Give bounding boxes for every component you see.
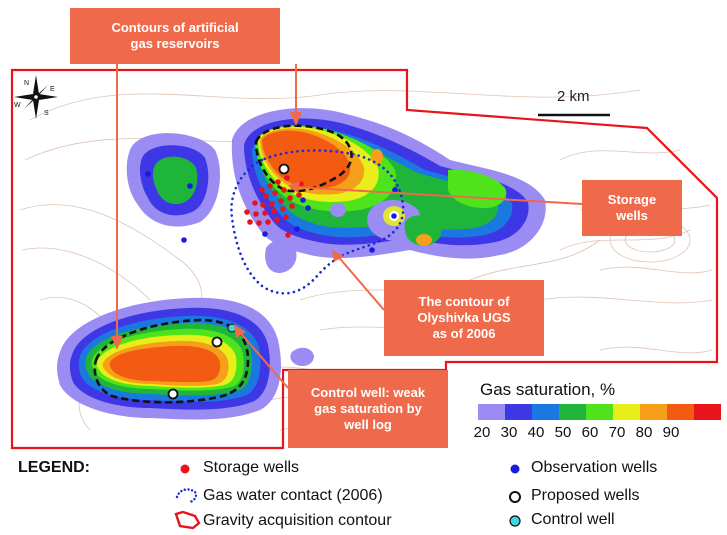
compass-w: W — [14, 102, 21, 109]
saturation-tick-label: 30 — [500, 424, 518, 441]
saturation-swatch — [667, 404, 694, 420]
saturation-tick-label: 60 — [581, 424, 599, 441]
legend-title: LEGEND: — [18, 459, 90, 476]
legend-gravity-contour-label: Gravity acquisition contour — [203, 512, 392, 529]
callout-storage-wells: Storage wells — [582, 180, 682, 236]
legend-observation-well-icon — [510, 464, 520, 474]
legend-item-gravity-contour: Gravity acquisition contour — [203, 512, 392, 530]
saturation-tick-label: 50 — [554, 424, 572, 441]
saturation-tick-label: 70 — [608, 424, 626, 441]
gas-water-contact-line — [230, 149, 405, 295]
scale-bar-label: 2 km — [557, 88, 590, 105]
saturation-swatch — [505, 404, 532, 420]
legend-gas-water-contact-icon — [175, 488, 198, 504]
saturation-swatch — [586, 404, 613, 420]
compass-rose-icon: N E S W — [14, 75, 58, 119]
storage-wells-cluster — [244, 175, 304, 238]
saturation-tick-label: 20 — [473, 424, 491, 441]
gas-saturation-title: Gas saturation, % — [480, 380, 616, 399]
reservoir-dashed-contours — [93, 124, 353, 404]
legend-proposed-wells-label: Proposed wells — [531, 487, 640, 504]
legend-item-control-well: Control well — [531, 511, 615, 529]
legend-control-well-icon — [509, 515, 521, 527]
legend-control-well-label: Control well — [531, 511, 615, 528]
legend-item-storage-wells: Storage wells — [203, 459, 299, 477]
callout-storage-wells-text: Storage wells — [607, 192, 657, 223]
compass-n: N — [24, 80, 29, 87]
callout-artificial-reservoirs: Contours of artificial gas reservoirs — [70, 8, 280, 64]
legend-item-gas-water-contact: Gas water contact (2006) — [203, 487, 383, 505]
legend-storage-wells-label: Storage wells — [203, 459, 300, 476]
saturation-swatch — [532, 404, 559, 420]
saturation-swatch — [478, 404, 505, 420]
gravity-acquisition-boundary — [10, 68, 719, 450]
legend-item-observation-wells: Observation wells — [531, 459, 657, 477]
proposed-wells — [167, 163, 290, 400]
saturation-tick-label: 40 — [527, 424, 545, 441]
observation-wells — [145, 171, 398, 253]
saturation-swatch — [613, 404, 640, 420]
legend-storage-well-icon — [180, 464, 190, 474]
saturation-swatch — [694, 404, 721, 420]
callout-control-well: Control well: weak gas saturation by wel… — [288, 370, 448, 448]
saturation-swatch — [640, 404, 667, 420]
callout-leader-lines — [116, 64, 583, 389]
callout-control-well-text: Control well: weak gas saturation by wel… — [310, 385, 426, 432]
saturation-tick-label: 80 — [635, 424, 653, 441]
legend-gravity-contour-icon — [174, 510, 201, 530]
callout-arrowheads — [111, 112, 344, 350]
callout-artificial-reservoirs-text: Contours of artificial gas reservoirs — [111, 20, 239, 51]
gas-saturation-color-bar — [478, 404, 721, 420]
saturation-body-north — [126, 108, 546, 273]
legend-item-proposed-wells: Proposed wells — [531, 487, 640, 505]
legend-observation-wells-label: Observation wells — [531, 459, 658, 476]
legend-gas-water-contact-label: Gas water contact (2006) — [203, 487, 383, 504]
compass-s: S — [44, 110, 49, 117]
callout-olyshivka-contour: The contour of Olyshivka UGS as of 2006 — [384, 280, 544, 356]
saturation-tick-label: 90 — [662, 424, 680, 441]
legend-symbols — [174, 464, 521, 530]
compass-e: E — [50, 86, 55, 93]
saturation-swatch — [559, 404, 586, 420]
callout-olyshivka-text: The contour of Olyshivka UGS as of 2006 — [417, 294, 511, 341]
legend-proposed-well-icon — [509, 491, 521, 503]
saturation-body-south — [57, 297, 314, 420]
